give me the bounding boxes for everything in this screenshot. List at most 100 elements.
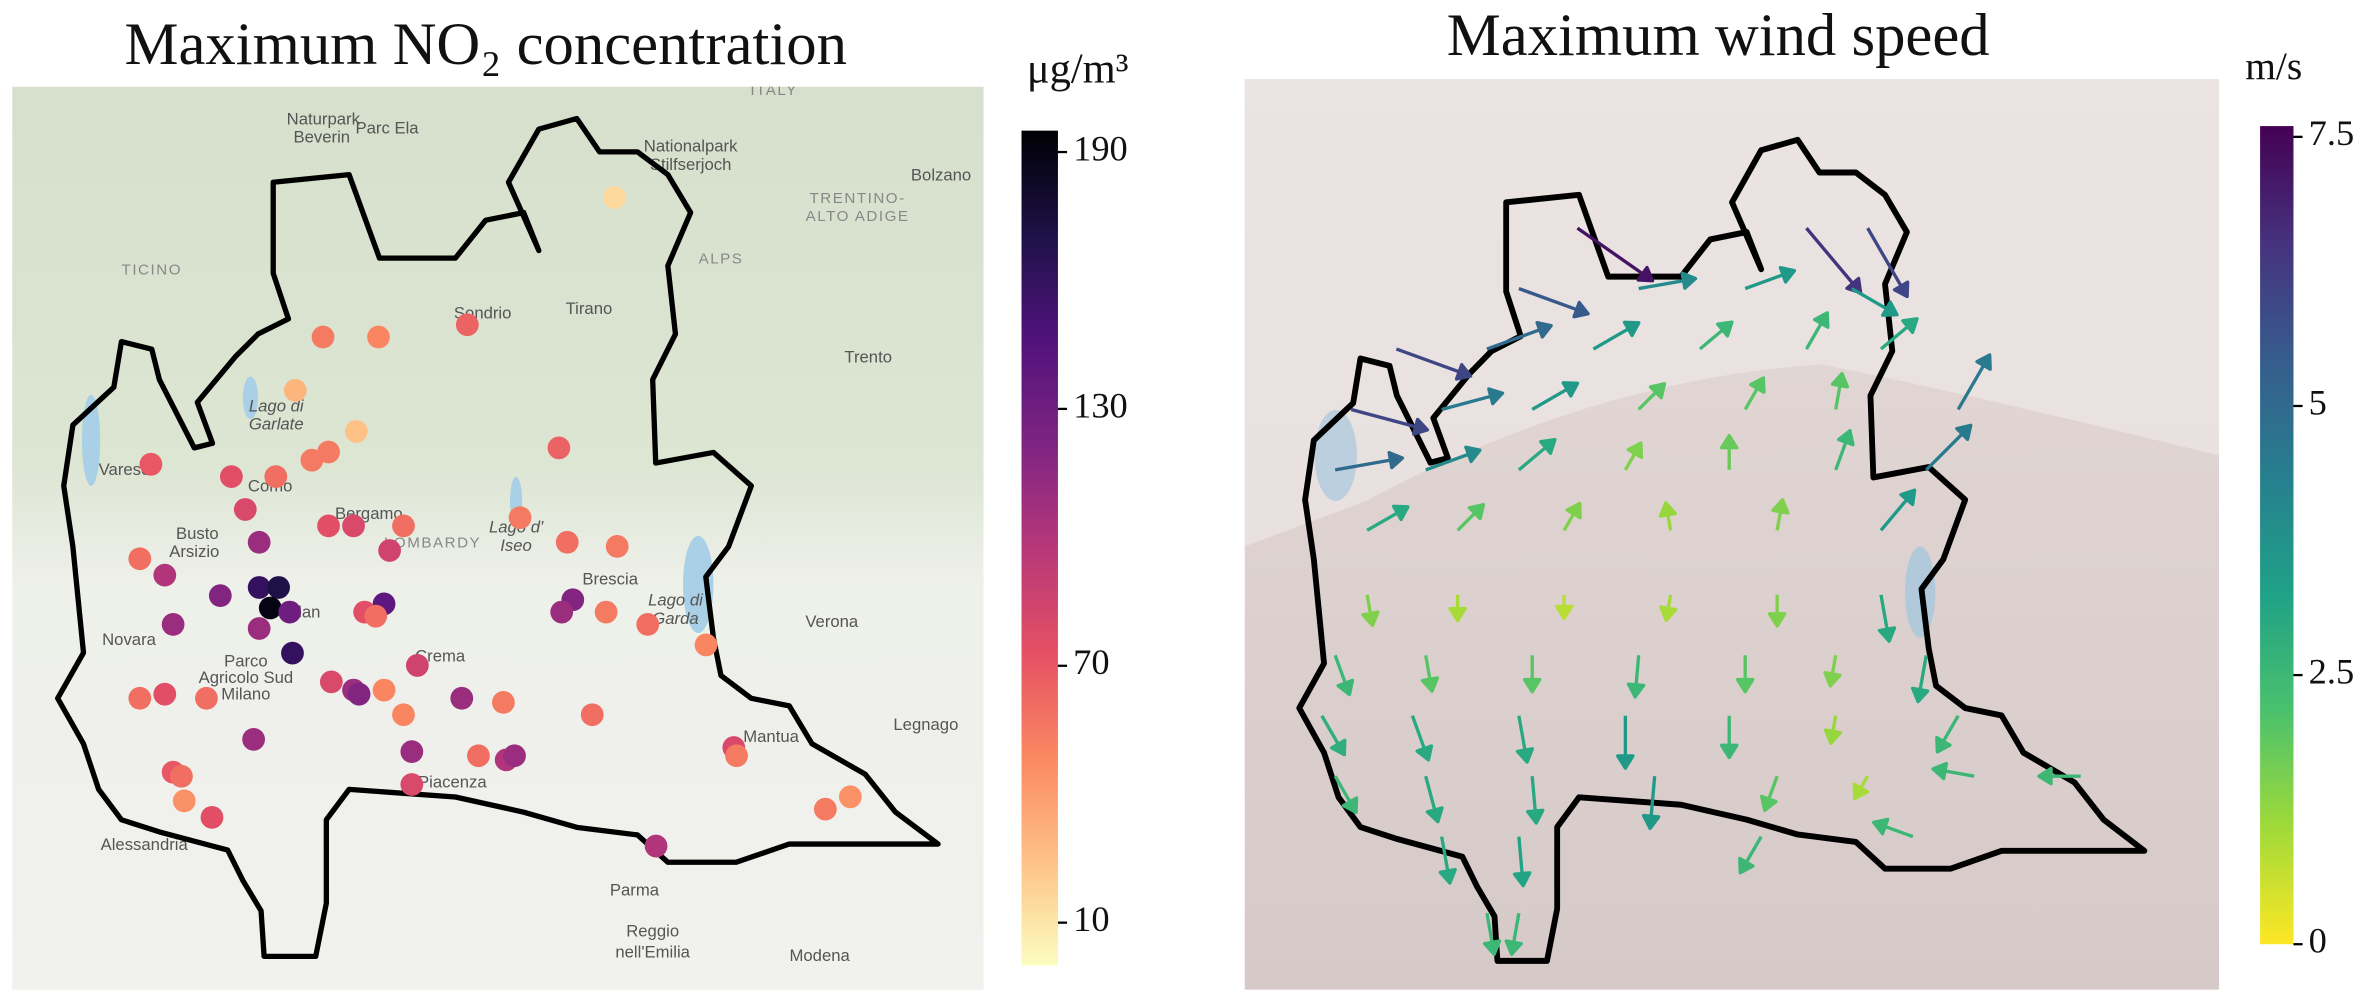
lake — [81, 394, 101, 486]
colorbar-tick-label: 7.5 — [2309, 113, 2355, 153]
colorbar-tick-label: 130 — [1073, 385, 1128, 425]
station — [139, 452, 163, 476]
station — [153, 563, 177, 587]
map-label: Lago di — [249, 396, 305, 415]
panel-title: Maximum NO₂ concentration — [124, 11, 846, 78]
hillshade — [1244, 79, 2220, 547]
colorbar-label: m/s — [2245, 44, 2302, 88]
wind-arrow — [1424, 775, 1444, 824]
station — [264, 465, 288, 488]
wind-arrow — [1823, 715, 1843, 745]
wind-arrow — [1333, 775, 1359, 814]
map-label: Alessandria — [101, 835, 189, 854]
wind-arrow — [1931, 761, 1975, 781]
wind-arrow — [1852, 775, 1870, 801]
wind-arrow — [1804, 311, 1830, 350]
wind-arrow — [1410, 715, 1434, 762]
wind-arrow — [1517, 438, 1557, 472]
wind-arrow — [1834, 429, 1855, 471]
station — [636, 613, 660, 636]
station — [603, 186, 626, 209]
colorbar-tick-label: 70 — [1073, 642, 1109, 682]
wind-arrow — [1518, 287, 1590, 319]
map-label: Varese — [99, 460, 151, 479]
wind-arrow — [1334, 451, 1405, 472]
wind-arrow — [1486, 321, 1553, 351]
wind-arrow — [1641, 776, 1661, 831]
wind-arrow — [2037, 766, 2081, 786]
colorbar-tick-label: 190 — [1073, 128, 1128, 168]
wind-arrow — [1592, 320, 1641, 351]
wind-arrow — [1366, 504, 1410, 532]
map-label: Nationalpark — [644, 137, 738, 156]
wind-arrow — [1562, 501, 1582, 532]
station — [547, 436, 571, 460]
station — [319, 670, 343, 694]
station — [172, 789, 196, 813]
wind-arrow — [1823, 654, 1842, 688]
wind-arrow — [1760, 775, 1779, 813]
wind-arrow — [1616, 715, 1635, 770]
wind-arrow — [1698, 320, 1734, 351]
station — [405, 654, 429, 677]
map-label: Busto — [176, 524, 219, 543]
wind-arrow — [1320, 714, 1347, 757]
wind-arrow — [1659, 594, 1678, 622]
colorbar: 10 70 130 190 — [1021, 128, 1128, 966]
station — [347, 682, 371, 706]
station — [392, 514, 415, 538]
station — [247, 530, 271, 554]
station — [838, 785, 862, 809]
wind-arrow — [1637, 382, 1667, 411]
map-label: Lago di — [648, 591, 704, 610]
station — [247, 576, 271, 599]
station — [200, 805, 224, 829]
wind-arrow — [1420, 654, 1440, 693]
wind-arrow — [1576, 226, 1655, 283]
station — [267, 576, 290, 599]
wind-arrow — [1743, 376, 1766, 411]
map-label: Garlate — [249, 415, 304, 434]
wind-arrow — [1361, 594, 1380, 628]
wind-arrow — [1526, 776, 1545, 825]
station — [550, 600, 574, 624]
station — [503, 744, 526, 768]
wind-arrow — [1735, 655, 1755, 694]
wind-arrow — [1448, 594, 1467, 623]
station — [378, 539, 401, 562]
map-label: Verona — [805, 612, 859, 631]
no2-map: GRISONS ITALY Naturpark Beverin Parc Ela… — [12, 87, 984, 990]
station — [128, 686, 152, 710]
wind-arrow — [1719, 433, 1739, 470]
station — [170, 764, 193, 788]
colorbar-tick-label: 10 — [1073, 899, 1109, 939]
station — [311, 325, 335, 349]
wind-arrow — [1350, 407, 1430, 436]
wind-arrow — [1425, 445, 1482, 472]
wind-arrow — [1554, 594, 1574, 621]
wind-arrow — [1438, 836, 1457, 885]
station — [605, 535, 629, 558]
station — [392, 703, 415, 727]
station — [317, 514, 340, 538]
wind-arrow — [1512, 836, 1532, 888]
station — [580, 703, 604, 727]
station — [247, 617, 271, 640]
station — [450, 686, 474, 710]
station — [258, 596, 282, 620]
map-label: Parco — [224, 651, 268, 670]
station — [492, 691, 515, 714]
station — [400, 773, 424, 796]
colorbar-tick-label: 2.5 — [2309, 651, 2355, 691]
colorbar-gradient — [2260, 126, 2294, 945]
wind-arrow — [1738, 835, 1763, 875]
colorbar-gradient — [1021, 130, 1058, 966]
colorbar: 0 2.5 5 7.5 — [2260, 113, 2355, 961]
map-label: Bolzano — [911, 166, 971, 185]
wind-arrow — [1850, 287, 1899, 317]
map-label: ALPS — [699, 251, 744, 268]
wind-arrow — [1877, 594, 1897, 643]
map-label: Iseo — [500, 536, 532, 555]
wind-arrow — [1638, 271, 1698, 291]
